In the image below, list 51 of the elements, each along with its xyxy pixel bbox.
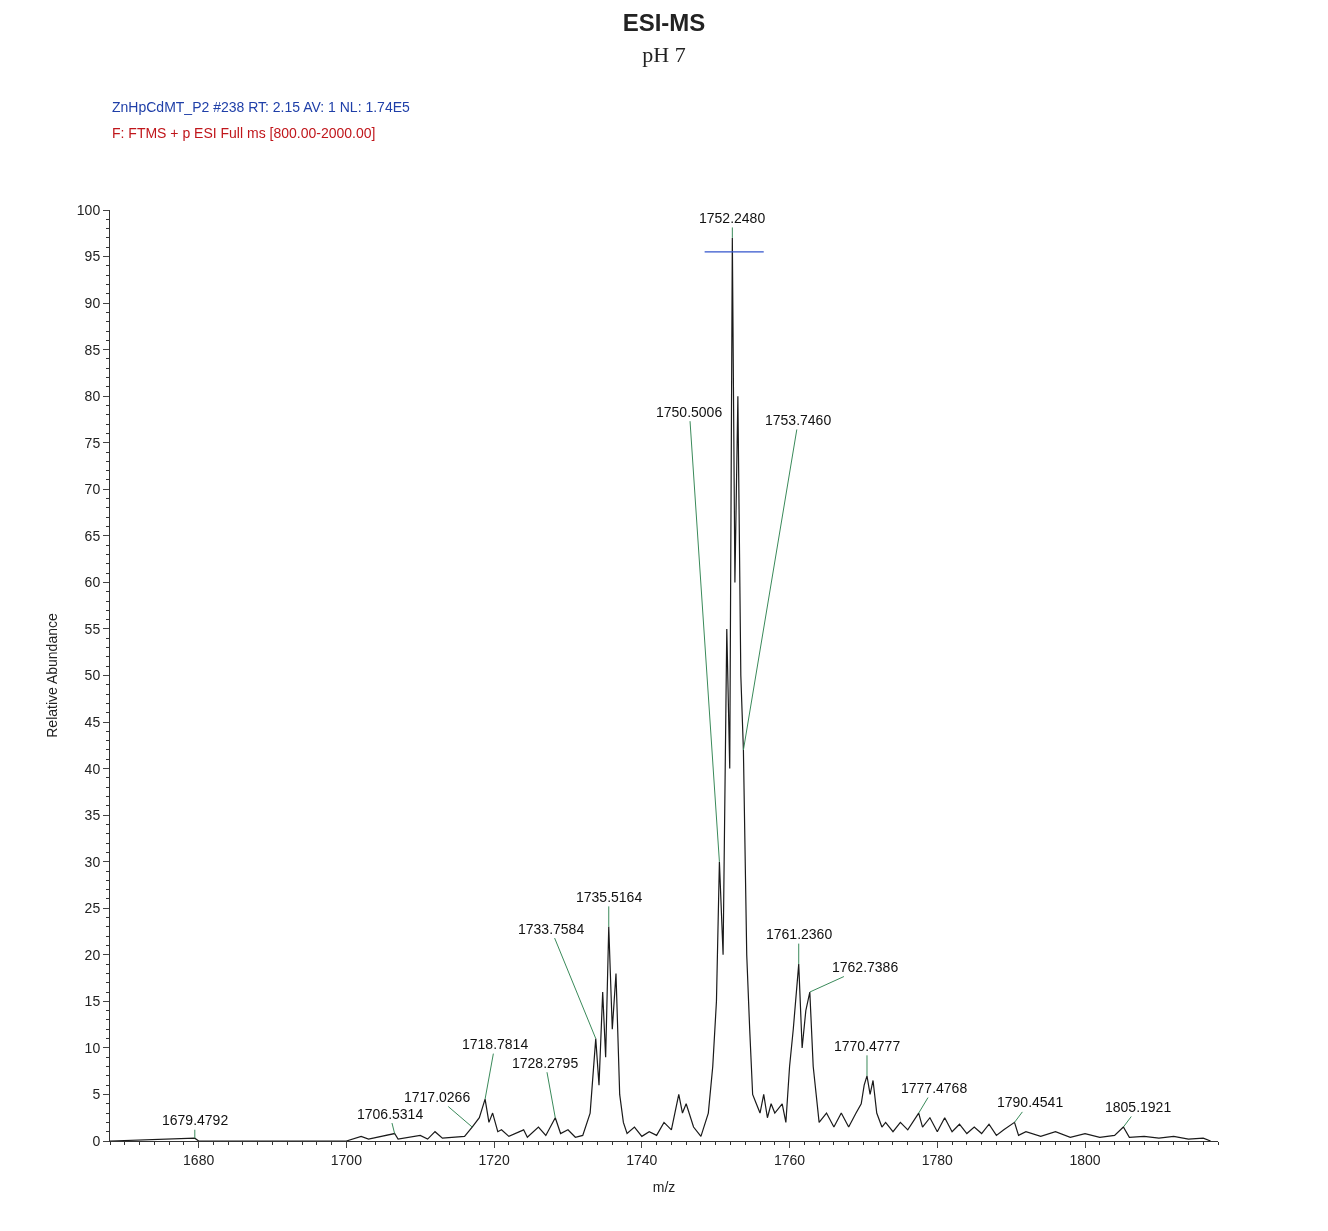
x-tick-label: 1720 — [478, 1151, 510, 1168]
y-axis-title: Relative Abundance — [44, 613, 61, 738]
annotation: 1717.0266 — [404, 1089, 471, 1105]
x-tick-label: 1700 — [330, 1151, 363, 1168]
x-tick-label: 1780 — [921, 1151, 954, 1168]
text: ZnHpCdMT_P2 #238 RT: 2.15 AV: 1 NL: 1.74E5 — [112, 99, 411, 115]
y-tick-label: 50 — [84, 667, 101, 684]
annotation: 1750.5006 — [656, 404, 723, 420]
y-tick-label: 90 — [84, 295, 101, 311]
chart-subtitle: pH 7 — [642, 41, 686, 67]
annotation: 1706.5314 — [357, 1106, 424, 1122]
text: F: FTMS + p ESI Full ms [800.00-2000.00] — [112, 125, 376, 141]
x-tick-label: 1680 — [183, 1151, 215, 1168]
y-tick-label: 20 — [84, 946, 101, 963]
y-tick-label: 75 — [84, 434, 101, 451]
y-tick-label: 0 — [92, 1132, 101, 1149]
x-axis-title: m/z — [652, 1179, 676, 1196]
annotation: 1762.7386 — [832, 959, 899, 975]
y-tick-label: 60 — [84, 574, 101, 591]
annotation: 1718.7814 — [462, 1036, 529, 1052]
y-tick-label: 70 — [84, 481, 101, 498]
y-tick-label: 55 — [84, 620, 101, 637]
y-tick-label: 80 — [84, 388, 101, 405]
x-tick-label: 1740 — [626, 1151, 658, 1168]
x-tick-label: 1800 — [1069, 1151, 1101, 1168]
annotation: 1733.7584 — [518, 921, 585, 937]
y-tick-label: 5 — [92, 1086, 101, 1103]
y-tick-label: 95 — [84, 248, 101, 265]
annotation: 1777.4768 — [901, 1080, 968, 1096]
y-tick-label: 25 — [84, 900, 101, 917]
annotation: 1752.2480 — [699, 210, 766, 226]
line-series — [110, 237, 1212, 1141]
y-tick-label: 15 — [84, 993, 101, 1010]
annotation: 1790.4541 — [997, 1094, 1064, 1110]
annotation: 1753.7460 — [765, 412, 832, 428]
y-tick-label: 40 — [84, 760, 101, 777]
x-tick-label: 1760 — [773, 1151, 806, 1168]
annotation: 1679.4792 — [162, 1112, 229, 1128]
y-tick-label: 85 — [84, 341, 101, 358]
annotation: 1728.2795 — [512, 1055, 579, 1071]
y-tick-label: 45 — [84, 713, 101, 730]
annotation: 1770.4777 — [834, 1038, 901, 1054]
annotation: 1761.2360 — [766, 926, 833, 942]
annotation: 1805.1921 — [1105, 1099, 1172, 1115]
chart-title: ESI-MS — [622, 8, 706, 36]
y-tick-label: 30 — [84, 853, 101, 870]
y-tick-label: 100 — [76, 201, 101, 218]
y-tick-label: 10 — [84, 1039, 101, 1056]
annotation: 1735.5164 — [576, 889, 643, 905]
y-tick-label: 35 — [84, 807, 101, 824]
y-tick-label: 65 — [84, 527, 101, 544]
